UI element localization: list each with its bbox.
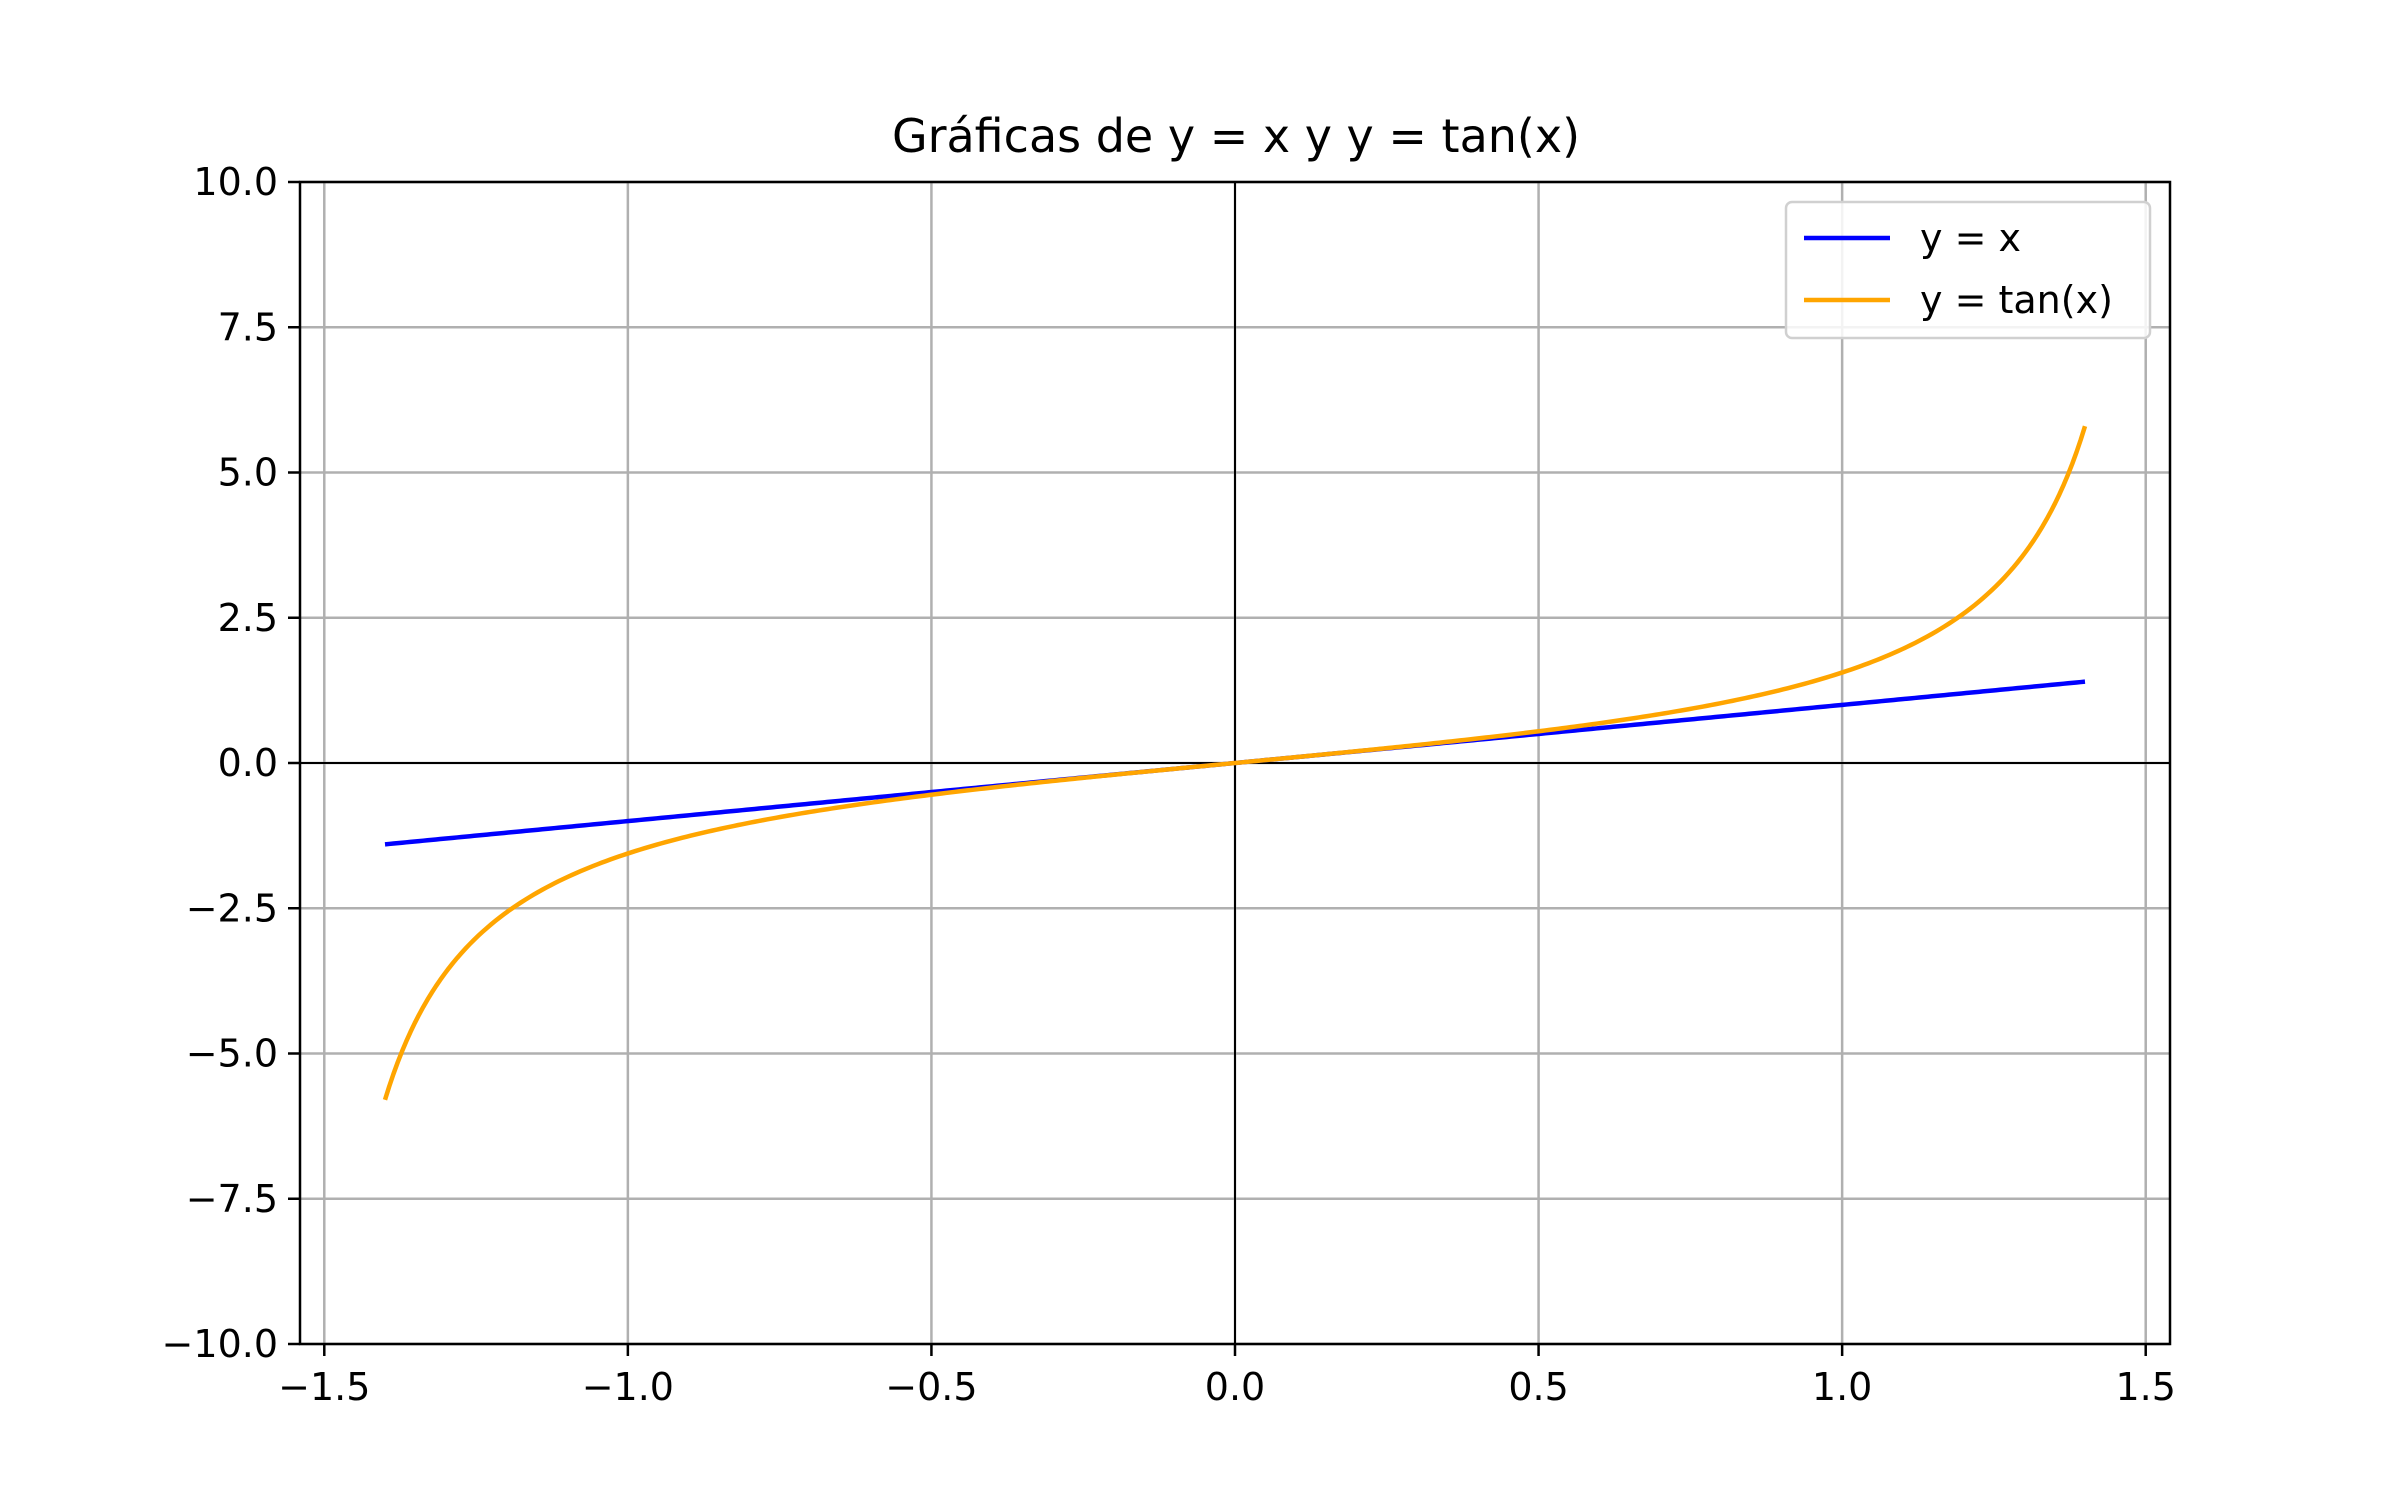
x-tick-label: 0.0 [1205,1365,1265,1409]
y-tick-label: −5.0 [186,1032,278,1076]
y-tick-label: −2.5 [186,886,278,930]
y-tick-label: 10.0 [193,160,278,204]
x-tick-label: −1.0 [582,1365,674,1409]
legend-label: y = tan(x) [1920,278,2113,322]
y-tick-label: 7.5 [218,305,278,349]
x-tick-label: 0.5 [1508,1365,1568,1409]
x-tick-label: 1.0 [1812,1365,1872,1409]
y-tick-label: 2.5 [218,596,278,640]
x-axis-ticks: −1.5 −1.0 −0.5 0.0 0.5 1.0 1.5 [278,1344,2176,1409]
x-tick-label: 1.5 [2115,1365,2175,1409]
series-line-1 [382,425,2088,1101]
y-tick-label: 0.0 [218,741,278,785]
legend: y = x y = tan(x) [1784,200,2152,340]
y-tick-label: 5.0 [218,451,278,495]
y-tick-label: −10.0 [162,1322,278,1366]
x-tick-label: −1.5 [278,1365,370,1409]
legend-label: y = x [1920,216,2021,260]
y-tick-label: −7.5 [186,1177,278,1221]
y-axis-ticks: −10.0 −7.5 −5.0 −2.5 0.0 2.5 5.0 7.5 10.0 [162,160,300,1366]
chart-title: Gráficas de y = x y y = tan(x) [892,109,1580,163]
x-tick-label: −0.5 [885,1365,977,1409]
plot-series [382,425,2088,1101]
